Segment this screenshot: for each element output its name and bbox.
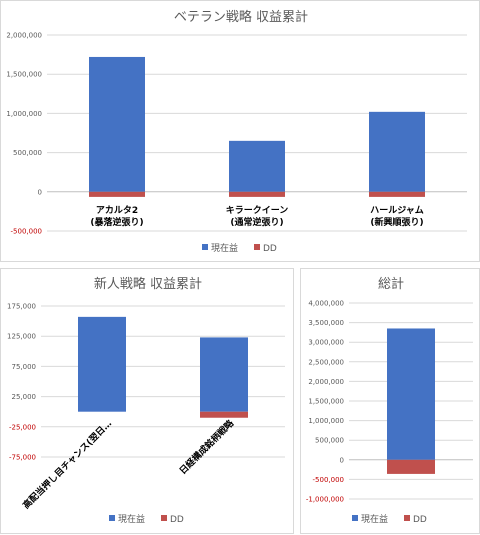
legend-swatch-0 xyxy=(352,515,358,521)
chart-title: ベテラン戦略 収益累計 xyxy=(174,9,308,25)
bar-current-profit-2 xyxy=(369,111,425,192)
veteran-strategy-chart: ベテラン戦略 収益累計 2,000,000 1,500,000 1,000,000 50… xyxy=(0,0,480,262)
y-tick-label: 2,000,000 xyxy=(6,32,42,40)
y-tick-label: 2,500,000 xyxy=(308,358,344,366)
bar-current-profit-0 xyxy=(89,56,145,192)
legend-label-1: DD xyxy=(170,515,184,525)
y-tick-label: 0 xyxy=(340,456,344,464)
y-tick-label: -500,000 xyxy=(11,228,42,236)
legend-label-1: DD xyxy=(263,244,277,254)
total-chart: 総計 4,000,000 3,500,000 3,000,000 2,500,000 2,… xyxy=(300,268,480,534)
y-tick-label: 75,000 xyxy=(12,363,37,371)
y-tick-label: 3,000,000 xyxy=(308,339,344,347)
y-tick-label: -500,000 xyxy=(313,476,344,484)
y-tick-label: 0 xyxy=(38,188,42,196)
newbie-chart-svg: 新人戦略 収益累計 175,000 125,000 75,000 25,000 -25,0… xyxy=(7,276,285,525)
newbie-strategy-chart: 新人戦略 収益累計 175,000 125,000 75,000 25,000 -25,0… xyxy=(0,268,294,534)
legend-label-0: 現在益 xyxy=(211,242,238,254)
bar-dd-2 xyxy=(369,191,425,197)
category-label-0: アカルタ2 (暴落逆張り) xyxy=(90,204,143,228)
y-tick-label: 4,000,000 xyxy=(308,300,344,308)
legend-swatch-1 xyxy=(404,515,410,521)
category-label-1: キラークイーン(通常逆張り) xyxy=(226,205,289,228)
y-tick-label: 175,000 xyxy=(7,303,36,311)
y-tick-label: 125,000 xyxy=(7,333,36,341)
y-tick-label: 500,000 xyxy=(315,437,344,445)
legend-label-0: 現在益 xyxy=(361,513,388,525)
bar-dd-1 xyxy=(200,411,248,418)
bar-dd-0 xyxy=(89,191,145,197)
y-tick-label: 1,500,000 xyxy=(6,71,42,79)
legend-label-1: DD xyxy=(413,515,427,525)
bar-current-profit-0 xyxy=(387,328,435,460)
total-chart-svg: 総計 4,000,000 3,500,000 3,000,000 2,500,000 2,… xyxy=(306,276,473,525)
legend-swatch-1 xyxy=(161,515,167,521)
veteran-chart-svg: ベテラン戦略 収益累計 2,000,000 1,500,000 1,000,000 50… xyxy=(6,9,467,254)
y-tick-label: -75,000 xyxy=(9,454,36,462)
legend-swatch-1 xyxy=(254,244,260,250)
bar-dd-1 xyxy=(229,191,285,197)
category-label-0: 高配当押し目チャンス(翌日… xyxy=(20,417,114,511)
y-tick-label: -25,000 xyxy=(9,423,36,431)
y-tick-label: 1,000,000 xyxy=(6,110,42,118)
bar-current-profit-1 xyxy=(200,337,248,412)
bar-dd-0 xyxy=(387,459,435,474)
y-tick-label: 1,500,000 xyxy=(308,398,344,406)
legend-swatch-0 xyxy=(202,244,208,250)
chart-title: 新人戦略 収益累計 xyxy=(94,276,202,292)
legend-label-0: 現在益 xyxy=(118,513,145,525)
y-tick-label: 1,000,000 xyxy=(308,417,344,425)
y-tick-label: 25,000 xyxy=(12,393,37,401)
y-tick-label: -1,000,000 xyxy=(306,496,344,504)
bar-current-profit-0 xyxy=(78,316,126,412)
bar-current-profit-1 xyxy=(229,140,285,192)
y-tick-label: 3,500,000 xyxy=(308,319,344,327)
category-label-2: ハールジャム(新興順張り) xyxy=(370,205,424,228)
legend-swatch-0 xyxy=(109,515,115,521)
category-label-1: 日経構成銘柄戦略 xyxy=(177,417,237,477)
y-tick-label: 500,000 xyxy=(13,149,42,157)
chart-title: 総計 xyxy=(378,276,404,292)
y-tick-label: 2,000,000 xyxy=(308,378,344,386)
